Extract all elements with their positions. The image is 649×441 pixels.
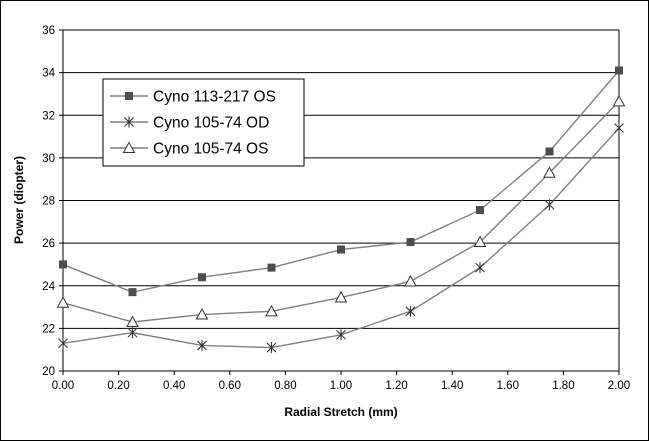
legend-label: Cyno 113-217 OS	[153, 89, 276, 106]
data-point	[126, 315, 139, 327]
data-point	[195, 307, 209, 320]
x-tick-label: 0.20	[107, 380, 129, 392]
data-point	[265, 304, 278, 317]
x-tick-label: 0.60	[219, 380, 241, 392]
series-3	[56, 94, 626, 327]
x-tick-label: 1.40	[441, 380, 463, 392]
x-tick-label: 0.80	[274, 380, 296, 392]
data-point	[59, 260, 67, 269]
series-2	[58, 122, 624, 354]
data-point	[614, 122, 624, 134]
y-tick-label: 28	[42, 196, 55, 208]
y-axis-ticks: 20 22 24 26 28 30 32 34 36	[42, 25, 63, 378]
y-tick-label: 32	[42, 110, 55, 122]
y-tick-label: 24	[42, 281, 55, 293]
data-point	[612, 94, 626, 107]
data-point	[406, 238, 415, 247]
x-tick-label: 1.60	[497, 380, 519, 392]
data-point	[56, 296, 70, 308]
data-point	[334, 290, 348, 303]
legend-marker	[124, 116, 134, 128]
series-layer	[56, 66, 626, 354]
data-point	[337, 245, 345, 254]
x-tick-label: 1.80	[552, 380, 574, 392]
x-axis-ticks: 0.00 0.20 0.40 0.60 0.80 1.00 1.20 1.40 1.60 1.80…	[52, 371, 630, 392]
series-1	[59, 66, 623, 297]
data-point	[405, 305, 416, 317]
data-point	[127, 327, 138, 339]
data-point	[544, 199, 555, 211]
legend: Cyno 113-217 OS Cyno 105-74 OD Cyno 105-74…	[102, 78, 305, 167]
x-tick-label: 0.00	[52, 380, 74, 392]
legend-marker	[122, 141, 136, 153]
x-tick-label: 1.00	[330, 380, 352, 392]
data-point	[404, 274, 417, 287]
y-tick-label: 30	[42, 153, 55, 165]
data-point	[267, 263, 276, 272]
data-point	[615, 66, 623, 75]
legend-label: Cyno 105-74 OS	[153, 141, 268, 158]
data-point	[545, 147, 554, 156]
x-tick-label: 0.40	[163, 380, 185, 392]
y-axis-title: Power (diopter)	[12, 156, 26, 244]
data-point	[543, 166, 556, 178]
y-tick-label: 26	[42, 238, 55, 250]
x-tick-label: 2.00	[608, 380, 630, 392]
legend-item: Cyno 105-74 OS	[110, 141, 268, 158]
legend-marker	[125, 92, 133, 100]
data-point	[473, 235, 487, 248]
y-tick-label: 20	[42, 366, 55, 378]
y-tick-label: 34	[42, 68, 55, 80]
data-point	[476, 206, 484, 215]
data-point	[128, 288, 137, 297]
x-tick-label: 1.20	[385, 380, 407, 392]
y-tick-label: 22	[42, 323, 55, 335]
data-point	[336, 329, 346, 341]
data-point	[197, 339, 207, 351]
legend-item: Cyno 105-74 OD	[110, 115, 269, 132]
y-tick-label: 36	[42, 25, 55, 37]
data-point	[198, 273, 206, 282]
legend-label: Cyno 105-74 OD	[153, 115, 269, 132]
data-point	[58, 337, 68, 349]
data-point	[266, 342, 277, 354]
legend-item: Cyno 113-217 OS	[110, 89, 276, 106]
data-point	[475, 262, 485, 274]
x-axis-title: Radial Stretch (mm)	[284, 405, 397, 419]
